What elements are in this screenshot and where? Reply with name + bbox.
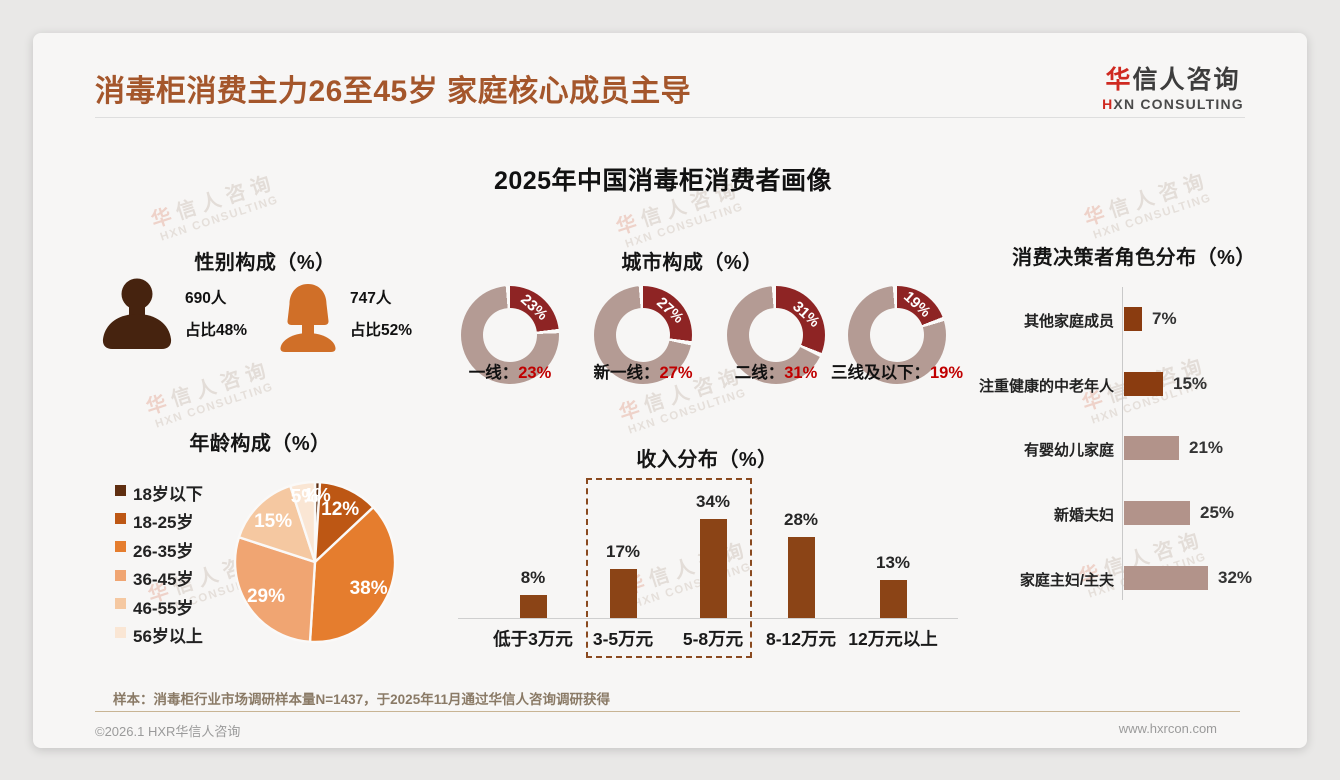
income-bar-value: 17% <box>605 542 641 561</box>
decision-bar-value: 15% <box>1173 374 1208 393</box>
decision-bar-label: 新婚夫妇 <box>1053 507 1114 524</box>
income-bar-value: 28% <box>783 510 819 529</box>
age-legend-swatch <box>115 598 126 610</box>
income-bar-label: 3-5万元 <box>592 629 654 649</box>
header-divider <box>95 117 1245 118</box>
income-bar <box>787 537 815 618</box>
decision-bar <box>1124 566 1208 590</box>
copyright-text: ©2026.1 HXR华信人咨询 <box>95 724 241 739</box>
age-legend-swatch <box>115 569 126 581</box>
decision-section-title: 消费决策者角色分布（%） <box>1012 247 1256 269</box>
donut-category-label: 二线：31% <box>734 364 818 382</box>
income-bar-label: 12万元以上 <box>848 629 938 649</box>
age-legend-label: 36-45岁 <box>133 570 194 590</box>
gender-section-title: 性别构成（%） <box>194 252 336 274</box>
logo-cn-text: 华信人咨询 <box>1105 66 1241 94</box>
age-pie-slice <box>308 506 397 644</box>
income-bar <box>699 519 727 618</box>
website-text: www.hxrcon.com <box>1118 721 1217 736</box>
slide-card <box>33 33 1307 748</box>
income-bar <box>609 569 637 618</box>
donut-hole <box>483 308 537 362</box>
page-title: 消毒柜消费主力26至45岁 家庭核心成员主导 <box>95 75 692 108</box>
age-pie-value-label: 38% <box>350 578 388 599</box>
decision-bar-value: 7% <box>1152 309 1177 328</box>
male-icon <box>97 277 177 353</box>
logo-en-text: HXN CONSULTING <box>1102 96 1244 112</box>
age-legend-swatch <box>115 541 126 553</box>
donut-category-label: 三线及以下：19% <box>830 364 964 382</box>
age-pie-slice <box>289 480 317 564</box>
income-section-title: 收入分布（%） <box>636 449 778 471</box>
age-legend-swatch <box>115 512 126 524</box>
decision-bar <box>1124 501 1190 525</box>
donut-hole <box>749 308 803 362</box>
age-legend-label: 46-55岁 <box>133 598 194 618</box>
age-legend-label: 18岁以下 <box>133 485 203 504</box>
income-bar <box>519 595 547 618</box>
income-axis-line <box>458 618 958 619</box>
income-bar-label: 低于3万元 <box>493 629 573 649</box>
decision-bar-label: 注重健康的中老年人 <box>978 378 1114 395</box>
decision-axis-line <box>1122 287 1123 600</box>
income-bar-label: 5-8万元 <box>682 629 744 649</box>
female-share: 占比52% <box>350 322 413 339</box>
age-pie-value-label: 1% <box>303 485 331 506</box>
decision-bar <box>1124 436 1179 460</box>
income-bar-label: 8-12万元 <box>765 629 837 649</box>
decision-bar <box>1124 307 1142 331</box>
income-bar-value: 8% <box>520 568 546 587</box>
decision-bar-label: 有婴幼儿家庭 <box>1023 442 1114 459</box>
decision-bar-value: 32% <box>1218 568 1253 587</box>
male-share: 占比48% <box>185 322 248 339</box>
female-icon <box>272 282 344 352</box>
donut-category-label: 新一线：27% <box>593 364 693 382</box>
decision-bar-value: 21% <box>1189 438 1224 457</box>
age-legend-swatch <box>115 626 126 638</box>
donut-hole <box>616 308 670 362</box>
donut-hole <box>870 308 924 362</box>
age-pie-value-label: 12% <box>321 499 359 520</box>
company-logo: 华信人咨询 HXN CONSULTING <box>1098 60 1248 112</box>
age-pie-value-label: 5% <box>291 486 319 507</box>
age-legend-label: 18-25岁 <box>133 513 194 533</box>
age-pie-slice <box>233 536 317 644</box>
age-legend-swatch <box>115 484 126 496</box>
footer-divider <box>95 711 1240 712</box>
income-highlight-box <box>586 478 752 658</box>
age-legend-label: 56岁以上 <box>133 627 203 646</box>
decision-bar-value: 25% <box>1200 503 1235 522</box>
age-section-title: 年龄构成（%） <box>189 433 331 455</box>
income-bar-value: 34% <box>695 492 731 511</box>
donut-category-label: 一线：23% <box>468 364 552 382</box>
sample-note: 样本：消毒柜行业市场调研样本量N=1437，于2025年11月通过华信人咨询调研… <box>113 692 610 707</box>
age-pie-value-label: 15% <box>254 511 292 532</box>
income-bar-value: 13% <box>875 553 911 572</box>
male-count: 690人 <box>185 290 227 307</box>
female-count: 747人 <box>350 290 392 307</box>
chart-main-title: 2025年中国消毒柜消费者画像 <box>493 167 833 195</box>
city-section-title: 城市构成（%） <box>621 252 763 274</box>
age-pie-value-label: 29% <box>247 586 285 607</box>
decision-bar-label: 其他家庭成员 <box>1023 313 1114 330</box>
decision-bar <box>1124 372 1163 396</box>
age-legend-label: 26-35岁 <box>133 541 194 561</box>
decision-bar-label: 家庭主妇/主夫 <box>1019 572 1114 589</box>
income-bar <box>879 580 907 618</box>
